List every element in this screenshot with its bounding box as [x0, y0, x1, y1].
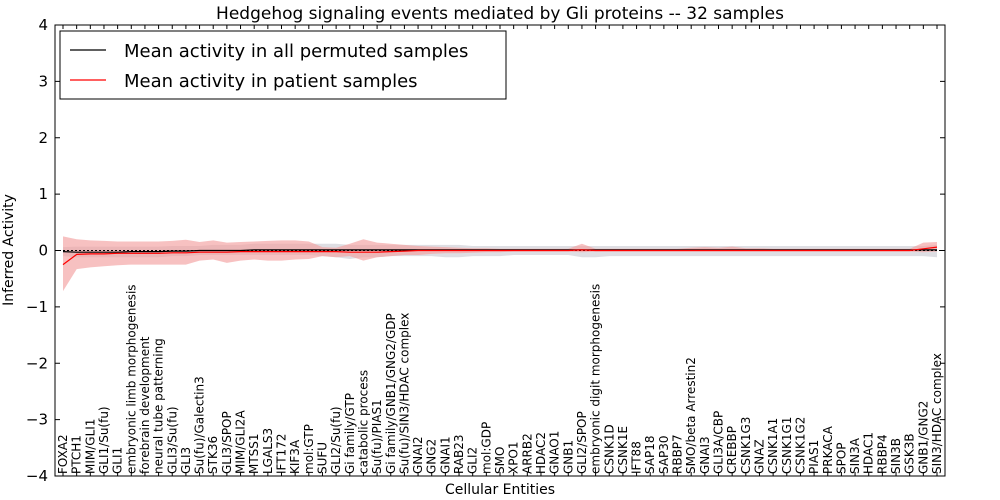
x-tick-label: GLI2/Su(fu) [329, 406, 343, 474]
x-tick-label: Gi family/GTP [343, 393, 357, 474]
x-tick-label: SUFU [316, 442, 330, 474]
x-tick-label: Su(fu)/Galectin3 [193, 376, 207, 474]
x-tick-label: HDAC2 [534, 432, 548, 474]
x-tick-label: STK36 [206, 436, 220, 474]
x-tick-label: SPOP [834, 442, 848, 474]
x-tick-label: RBBP4 [875, 434, 889, 474]
y-tick-label: 2 [38, 129, 48, 147]
x-tick-label: PIAS1 [807, 440, 821, 474]
x-tick-label: GLI3A/CBP [712, 411, 726, 474]
x-tick-label: SIN3B [889, 438, 903, 474]
x-tick-label: embryonic digit morphogenesis [589, 284, 603, 474]
y-tick-label: 4 [38, 16, 48, 34]
x-tick-label: GNB1/GNG2 [916, 401, 930, 474]
y-tick-label: 1 [38, 185, 48, 203]
x-tick-label: PRKACA [821, 425, 835, 474]
y-tick-label: −1 [26, 298, 48, 316]
y-tick-label: 3 [38, 72, 48, 90]
x-tick-label: CSNK1G2 [793, 417, 807, 474]
x-tick-label: PTCH1 [70, 435, 84, 474]
x-tick-label: KIF3A [288, 439, 302, 474]
x-tick-label: forebrain development [138, 336, 152, 474]
x-tick-label: HDAC1 [862, 432, 876, 474]
x-tick-label: mol:GTP [302, 424, 316, 474]
x-tick-label: GNAI2 [411, 436, 425, 474]
x-tick-label: SIN3/HDAC complex [930, 353, 944, 474]
legend-label-patient: Mean activity in patient samples [124, 71, 418, 92]
x-tick-label: ARRB2 [520, 433, 534, 474]
x-tick-label: GLI1 [111, 447, 125, 474]
x-tick-label: IFT88 [630, 441, 644, 474]
x-tick-label: Su(fu)/PIAS1 [370, 399, 384, 474]
x-tick-label: MIM/GLI1 [83, 419, 97, 474]
y-tick-label: −2 [26, 354, 48, 372]
x-tick-label: GNAO1 [548, 431, 562, 474]
x-tick-label: neural tube patterning [152, 338, 166, 474]
y-tick-label: −4 [26, 467, 48, 485]
x-tick-label: CSNK1E [616, 426, 630, 474]
x-tick-label: GNB1 [561, 440, 575, 474]
x-tick-label: GLI3/SPOP [220, 411, 234, 474]
x-tick-label: MIM/GLI2A [234, 410, 248, 474]
x-tick-label: catabolic process [356, 370, 370, 474]
x-tick-label: SMO [493, 447, 507, 474]
x-tick-label: LGALS3 [261, 428, 275, 474]
patient-mean-line [62, 246, 938, 266]
x-tick-label: RBBP7 [671, 434, 685, 474]
x-tick-label: CSNK1G3 [739, 417, 753, 474]
x-tick-label: GLI2/SPOP [575, 411, 589, 474]
x-tick-label: GSK3B [903, 433, 917, 474]
x-tick-label: mol:GDP [479, 422, 493, 474]
y-axis-label: Inferred Activity [1, 194, 17, 306]
x-tick-label: CSNK1G1 [780, 417, 794, 474]
x-tick-label: CSNK1A1 [766, 418, 780, 474]
x-tick-label: GNAI1 [438, 436, 452, 474]
x-tick-label: GLI3 [179, 447, 193, 474]
x-tick-label: RAB23 [452, 434, 466, 474]
y-tick-label: −3 [26, 411, 48, 429]
x-tick-label: embryonic limb morphogenesis [124, 284, 138, 474]
x-tick-label: IFT172 [275, 434, 289, 474]
x-tick-label: GNAI3 [698, 436, 712, 474]
x-tick-label: GNG2 [425, 439, 439, 474]
x-axis-label: Cellular Entities [445, 482, 555, 498]
legend-label-permuted: Mean activity in all permuted samples [124, 41, 468, 62]
x-tick-label: FOXA2 [56, 434, 70, 474]
x-tick-label: SIN3A [848, 437, 862, 474]
x-tick-label: CREBBP [725, 426, 739, 474]
x-tick-label: GNAZ [753, 439, 767, 474]
x-tick-label: SMO/beta Arrestin2 [684, 357, 698, 474]
x-tick-label: MTSS1 [247, 433, 261, 474]
x-tick-label: GLI1/Su(fu) [97, 406, 111, 474]
x-tick-label: SAP30 [657, 435, 671, 474]
legend-box [59, 30, 507, 100]
chart-title: Hedgehog signaling events mediated by Gl… [216, 4, 784, 24]
y-tick-label: 0 [38, 242, 48, 260]
x-tick-label: Gi family/GNB1/GNG2/GDP [384, 313, 398, 474]
x-tick-label: XPO1 [507, 441, 521, 474]
x-tick-label: GLI2 [466, 447, 480, 474]
x-tick-label: SAP18 [643, 435, 657, 474]
x-tick-label: GLI3/Su(fu) [165, 406, 179, 474]
x-tick-label: Su(fu)/SIN3/HDAC complex [397, 313, 411, 474]
x-tick-label: CSNK1D [602, 424, 616, 474]
legend: Mean activity in all permuted samples Me… [59, 30, 507, 100]
